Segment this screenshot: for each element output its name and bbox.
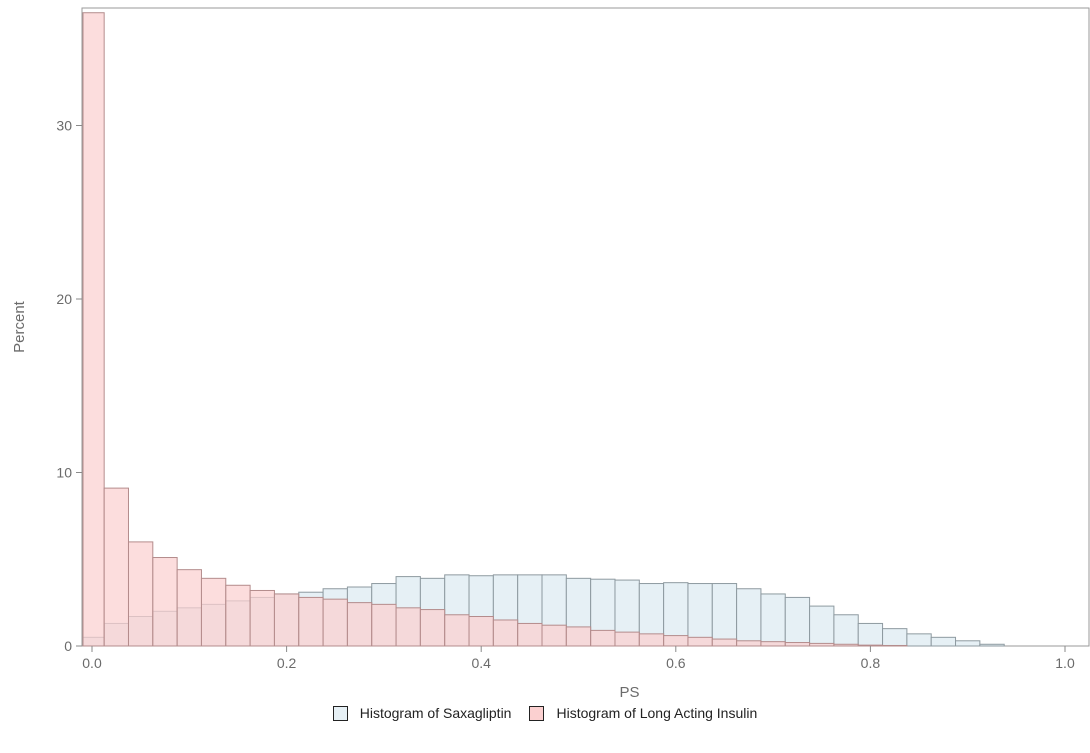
insulin-bar [371,603,397,647]
insulin-bar [687,636,713,647]
insulin-bar [857,644,884,647]
insulin-bar [760,641,786,647]
y-axis-title: Percent [11,300,28,353]
insulin-bar [176,569,202,647]
saxagliptin-bar [906,633,932,647]
insulin-bar [663,635,689,647]
insulin-bar [541,624,567,647]
saxagliptin-bar [979,643,1005,647]
saxagliptin-bar [857,622,884,647]
saxagliptin-bar [955,640,981,647]
insulin-bar [492,619,519,647]
saxagliptin-bar [809,605,835,647]
saxagliptin-bar [711,583,738,647]
saxagliptin-bar [882,628,908,647]
insulin-bar [298,596,324,647]
insulin-bar [638,633,665,647]
insulin-bar [468,616,494,647]
insulin-bar [200,577,227,647]
saxagliptin-bar [687,583,713,647]
insulin-bar [152,557,178,647]
x-tick-label: 0.0 [82,655,102,671]
saxagliptin-bar [784,596,811,647]
legend-label-saxagliptin: Histogram of Saxagliptin [359,705,512,721]
saxagliptin-bar [930,636,957,647]
insulin-bar [103,487,129,647]
insulin-bar [784,642,811,647]
saxagliptin-bar [736,588,762,647]
x-tick-label: 0.6 [666,655,686,671]
legend: Histogram of Saxagliptin Histogram of Lo… [0,702,1090,724]
insulin-bar [711,638,738,647]
y-tick-label: 0 [64,638,72,654]
x-tick-label: 0.2 [277,655,297,671]
insulin-bar [444,614,470,647]
legend-swatch-saxagliptin [332,705,348,721]
y-tick-label: 30 [56,118,72,134]
insulin-bars [82,12,908,647]
x-axis-title: PS [619,684,639,700]
insulin-bar [565,626,592,647]
y-tick-label: 20 [56,291,72,307]
x-tick-label: 1.0 [1055,655,1075,671]
insulin-bar [809,642,835,647]
insulin-bar [82,12,105,647]
insulin-bar [614,631,640,647]
insulin-bar [590,629,616,647]
y-axis: 0 10 20 30 [56,118,82,654]
x-axis: 0.0 0.2 0.4 0.6 0.8 1.0 [82,646,1075,671]
saxagliptin-bar [760,593,786,647]
legend-label-insulin: Histogram of Long Acting Insulin [556,705,758,721]
insulin-bar [833,643,859,647]
plot-frame [81,7,1090,647]
histogram-chart: 0.0 0.2 0.4 0.6 0.8 1.0 0 10 20 30 PS Percent [11,7,1090,700]
insulin-bar [127,541,154,647]
insulin-bar [273,593,300,647]
x-tick-label: 0.8 [861,655,881,671]
legend-item-insulin: Histogram of Long Acting Insulin [529,705,757,721]
insulin-bar [882,644,908,647]
insulin-bar [517,622,543,647]
insulin-bar [419,609,446,647]
insulin-bar [225,584,251,647]
insulin-bar [346,602,373,647]
legend-item-saxagliptin: Histogram of Saxagliptin [332,705,512,721]
saxagliptin-bar [833,614,859,647]
x-tick-label: 0.4 [471,655,491,671]
insulin-bar [395,607,421,647]
legend-swatch-insulin [529,705,545,721]
insulin-bar [249,589,275,647]
insulin-bar [322,598,348,647]
insulin-bar [736,640,762,647]
y-tick-label: 10 [56,465,72,481]
